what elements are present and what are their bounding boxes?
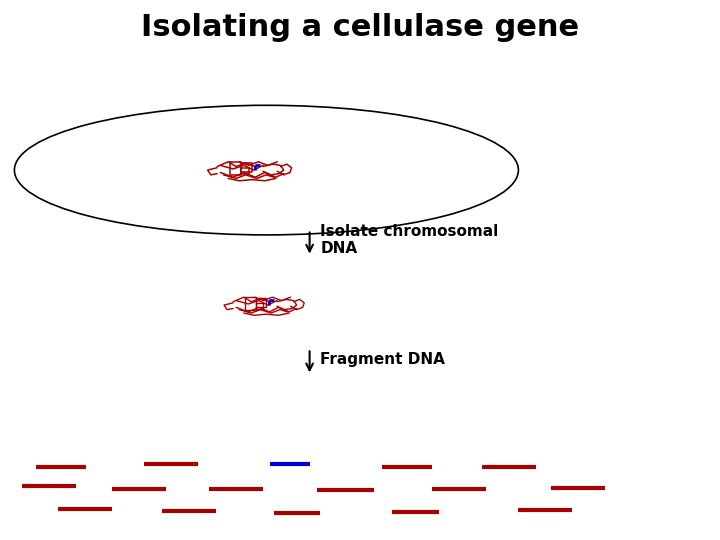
Text: Fragment DNA: Fragment DNA [320,352,445,367]
Text: Isolating a cellulase gene: Isolating a cellulase gene [141,14,579,43]
Text: Isolate chromosomal
DNA: Isolate chromosomal DNA [320,224,499,256]
